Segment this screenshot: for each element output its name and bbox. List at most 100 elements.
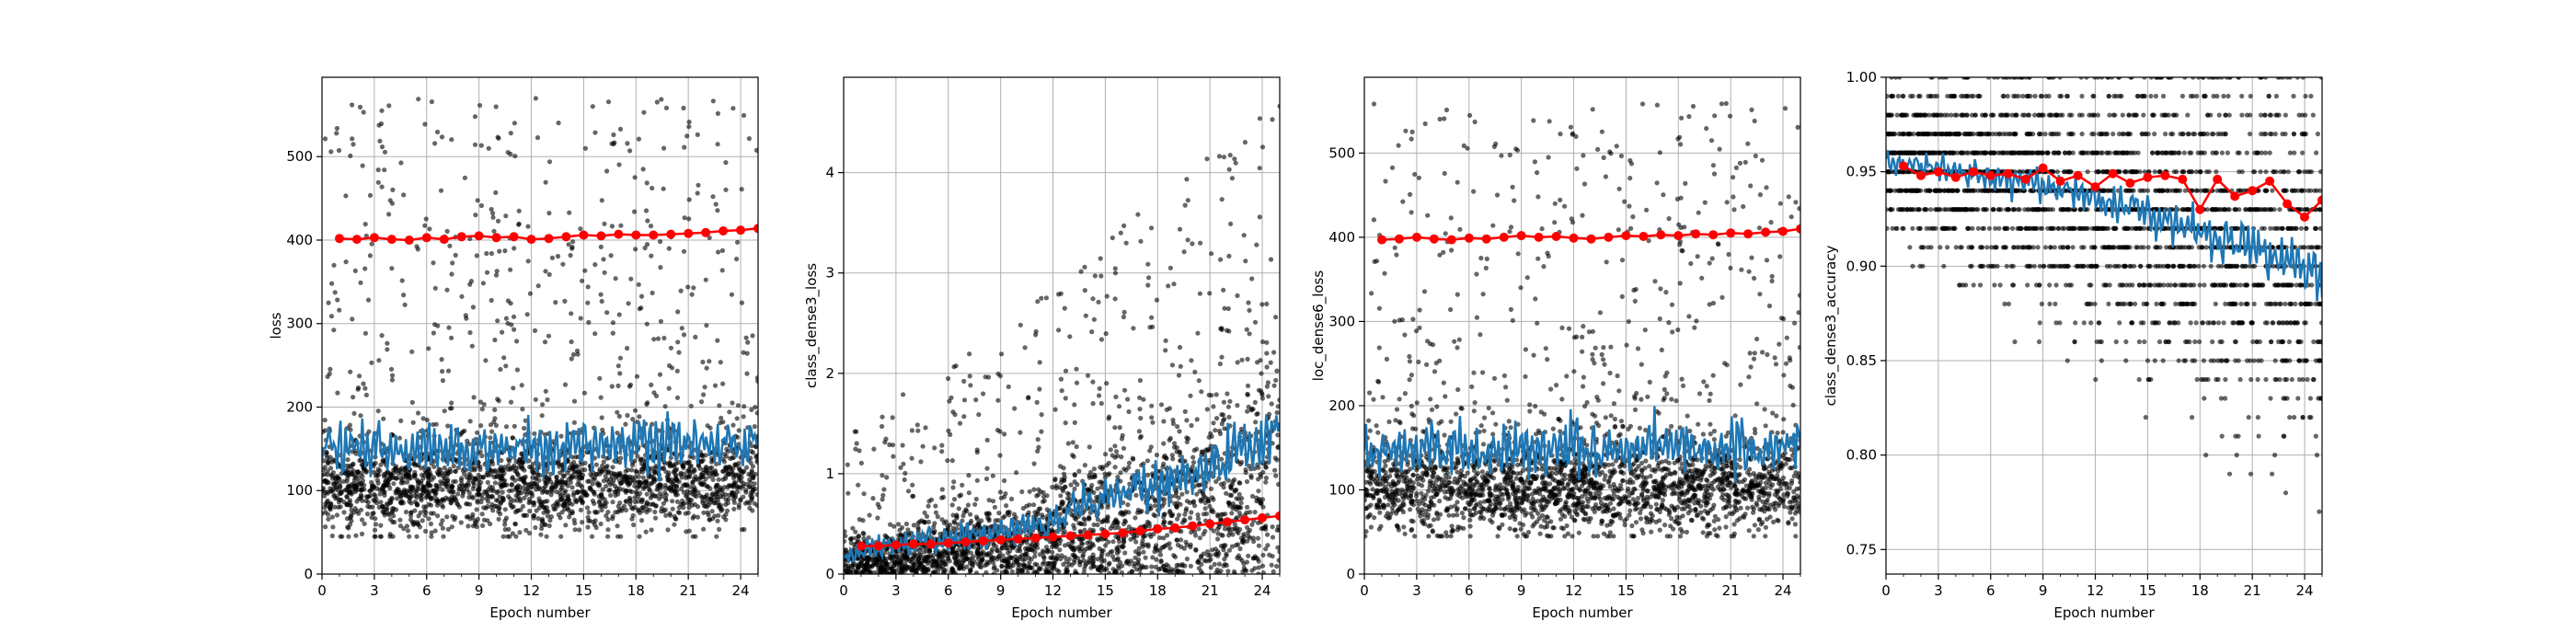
batch-point [511,498,517,503]
batch-point [1032,554,1038,559]
batch-point [661,508,667,514]
batch-point [686,466,692,472]
batch-point [1221,399,1226,405]
batch-point [322,478,326,484]
batch-point [1190,454,1196,460]
batch-point [1211,497,1216,502]
batch-point [1034,571,1040,574]
batch-point [545,489,550,495]
batch-point [721,452,728,457]
epoch-mean-point [509,232,519,242]
batch-point [478,423,484,429]
batch-point [1132,561,1137,567]
batch-point [685,284,691,290]
batch-point [715,142,720,147]
batch-point [432,528,438,534]
batch-point [416,97,421,102]
batch-point [1131,456,1136,462]
batch-point [578,316,583,321]
batch-point [1175,500,1180,506]
batch-point [1137,377,1143,384]
batch-point [949,458,955,464]
batch-point [1215,536,1221,542]
batch-point [741,414,746,420]
batch-point [576,478,581,485]
batch-point [986,498,992,503]
batch-point [522,425,527,431]
batch-point [566,242,571,247]
batch-point [686,474,692,480]
batch-point [567,500,572,506]
batch-point [1009,496,1015,502]
batch-point [404,523,409,529]
batch-point [861,535,867,542]
batch-point [488,435,493,441]
batch-point [731,506,737,512]
batch-point [527,291,534,296]
batch-point [695,132,700,137]
batch-point [682,460,687,466]
batch-point [672,488,677,494]
batch-point [749,469,754,475]
batch-point [514,367,521,373]
batch-point [666,246,672,251]
batch-point [324,449,329,454]
batch-point [723,512,729,517]
batch-point [1065,441,1071,446]
batch-point [1264,351,1270,356]
batch-point [1169,453,1175,458]
batch-point [752,424,757,430]
batch-point [1133,515,1138,521]
batch-point [750,450,756,455]
batch-point [1243,259,1248,264]
batch-point [969,518,974,523]
batch-point [322,471,328,477]
batch-point [543,480,548,486]
batch-point [1050,549,1055,555]
batch-point [328,472,334,477]
batch-point [353,485,359,490]
batch-point [502,477,508,483]
batch-point [1234,507,1239,512]
batch-point [950,512,956,518]
batch-point [753,443,758,449]
batch-point [1252,319,1259,325]
batch-point [1218,326,1224,331]
batch-point [715,338,720,343]
batch-point [470,495,476,500]
batch-point [733,480,739,486]
batch-point [449,524,454,530]
batch-point [643,529,649,535]
batch-point [1095,522,1100,528]
batch-point [922,519,927,525]
batch-point [871,446,877,452]
batch-point [397,435,402,441]
batch-point [1006,564,1011,569]
batch-point [610,500,615,505]
batch-point [1225,404,1231,409]
batch-point [385,340,390,346]
batch-point [1244,559,1249,565]
batch-point [655,336,661,341]
batch-point [716,500,721,506]
batch-point [475,500,480,505]
batch-point [334,131,339,136]
batch-point [949,395,954,400]
batch-point [1268,360,1273,365]
batch-point [592,522,598,527]
batch-point [363,468,369,474]
batch-point [1242,140,1248,145]
batch-point [607,482,614,488]
batch-point [488,484,493,489]
batch-point [542,499,548,504]
batch-point [592,331,598,337]
batch-point [724,508,730,513]
batch-point [596,500,602,505]
batch-point [474,523,479,530]
batch-point [599,415,604,420]
batch-point [732,462,738,467]
batch-point [730,422,736,428]
batch-point [707,500,714,505]
batch-point [1204,407,1210,412]
batch-point [727,492,732,498]
